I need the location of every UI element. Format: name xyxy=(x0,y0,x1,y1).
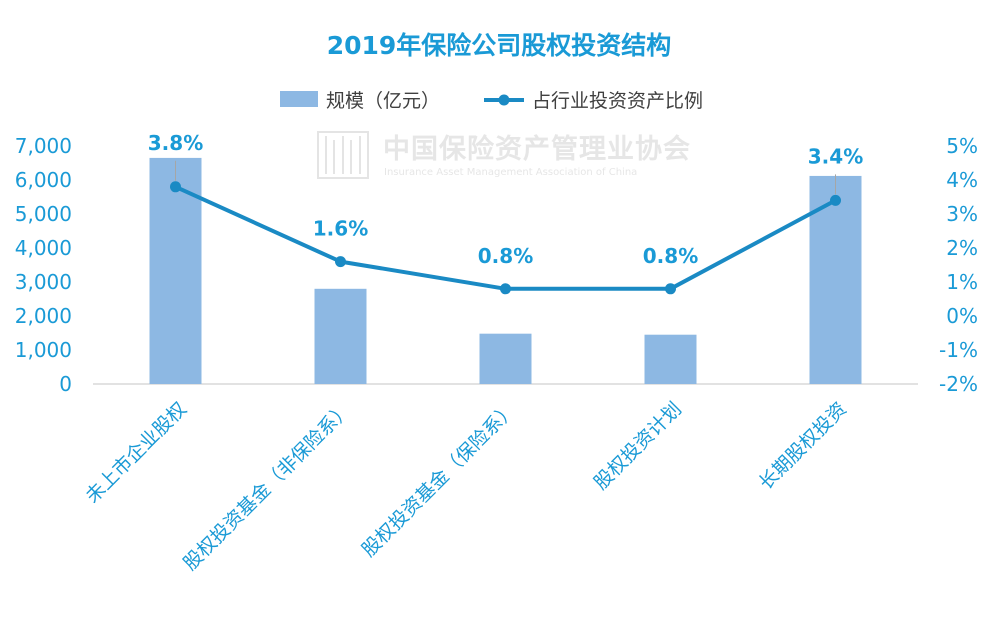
right-tick-label: 4% xyxy=(946,168,978,192)
watermark-text-cn: 中国保险资产管理业协会 xyxy=(383,133,691,165)
left-tick-label: 6,000 xyxy=(15,168,72,192)
right-tick-label: -1% xyxy=(939,338,978,362)
right-tick-label: -2% xyxy=(939,372,978,396)
bar xyxy=(314,288,367,384)
legend-bar-label: 规模（亿元） xyxy=(326,90,440,112)
association-logo-icon xyxy=(317,131,369,179)
series-line xyxy=(174,184,837,291)
data-label: 0.8% xyxy=(643,244,698,268)
bar xyxy=(479,333,532,384)
right-tick-label: 5% xyxy=(946,134,978,158)
bar xyxy=(644,334,697,384)
right-axis: -2% -1% 0% 1% 2% 3% 4% 5% xyxy=(939,134,978,396)
left-tick-label: 4,000 xyxy=(15,236,72,260)
data-label: 0.8% xyxy=(478,244,533,268)
watermark: 中国保险资产管理业协会 Insurance Asset Management A… xyxy=(317,131,691,179)
data-label: 3.4% xyxy=(808,144,863,168)
left-tick-label: 1,000 xyxy=(15,338,72,362)
legend-line-label: 占行业投资资产比例 xyxy=(532,90,703,112)
right-tick-label: 3% xyxy=(946,202,978,226)
series-point xyxy=(830,194,841,206)
left-axis: 0 1,000 2,000 3,000 4,000 5,000 6,000 7,000 xyxy=(15,134,72,396)
bar-series xyxy=(149,157,862,384)
category-label: 未上市企业股权 xyxy=(81,398,191,508)
chart-title: 2019年保险公司股权投资结构 xyxy=(327,31,672,60)
left-tick-label: 0 xyxy=(59,372,72,396)
series-point xyxy=(170,181,181,193)
left-tick-label: 5,000 xyxy=(15,202,72,226)
right-tick-label: 1% xyxy=(946,270,978,294)
bar xyxy=(809,175,862,384)
legend-line-marker xyxy=(498,94,510,106)
category-label: 股权投资计划 xyxy=(590,398,686,494)
left-tick-label: 3,000 xyxy=(15,270,72,294)
series-point xyxy=(335,256,346,268)
watermark-text-en: Insurance Asset Management Association o… xyxy=(384,167,637,178)
category-label: 股权投资基金（保险系） xyxy=(358,398,521,561)
category-label: 股权投资基金（非保险系） xyxy=(179,398,356,575)
right-tick-label: 0% xyxy=(946,304,978,328)
legend: 规模（亿元） 占行业投资资产比例 xyxy=(280,90,703,112)
left-tick-label: 2,000 xyxy=(15,304,72,328)
series-point xyxy=(665,283,676,295)
right-tick-label: 2% xyxy=(946,236,978,260)
series-point xyxy=(500,283,511,295)
legend-bar-swatch xyxy=(280,91,318,107)
category-label: 长期股权投资 xyxy=(755,398,851,494)
data-label: 1.6% xyxy=(313,217,368,241)
left-tick-label: 7,000 xyxy=(15,134,72,158)
data-label: 3.8% xyxy=(148,131,203,155)
line-series: 3.8% 1.6% 0.8% 0.8% 3.4% xyxy=(148,131,863,295)
